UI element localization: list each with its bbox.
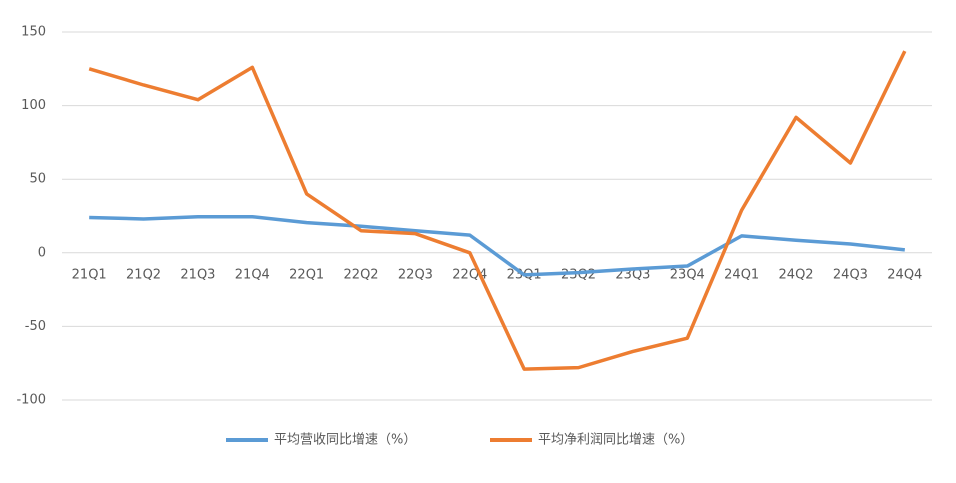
x-tick-label: 21Q1 [72,267,107,282]
x-tick-label: 23Q4 [670,267,705,282]
y-tick-label: 150 [21,25,46,40]
y-tick-label: -50 [25,319,46,334]
legend-label: 平均净利润同比增速（%） [538,433,693,448]
x-tick-label: 21Q3 [180,267,215,282]
x-tick-label: 22Q1 [289,267,324,282]
x-tick-label: 22Q3 [398,267,433,282]
x-tick-label: 24Q3 [833,267,868,282]
series-line [88,50,907,371]
x-tick-label: 21Q2 [126,267,161,282]
legend-label: 平均营收同比增速（%） [274,433,416,448]
x-tick-label: 24Q2 [779,267,814,282]
x-tick-label: 24Q4 [887,267,922,282]
x-tick-label: 22Q2 [344,267,379,282]
y-tick-label: 0 [38,245,46,260]
y-tick-label: 100 [21,98,46,113]
series-line [89,214,906,277]
y-tick-label: 50 [29,172,46,187]
x-tick-label: 24Q1 [724,267,759,282]
y-tick-label: -100 [16,393,46,408]
x-tick-label: 21Q4 [235,267,270,282]
